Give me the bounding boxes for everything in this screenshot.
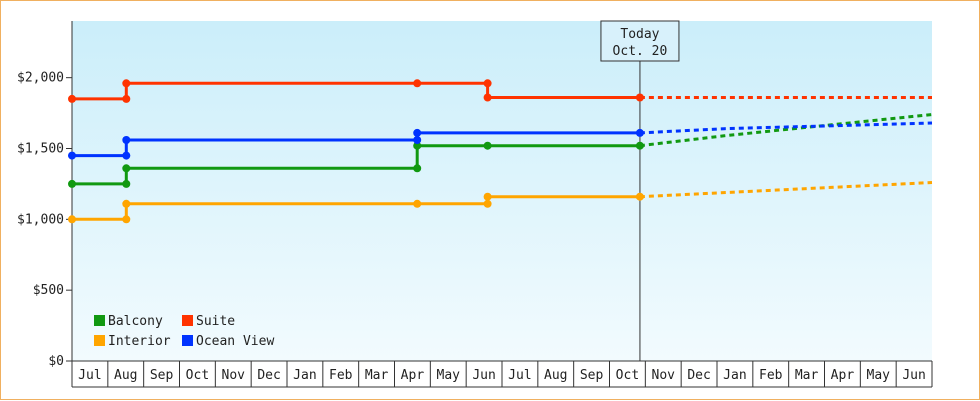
series-point [68,151,76,160]
legend-label: Ocean View [196,334,274,349]
y-tick-label: $500 [33,283,64,298]
series-point [122,136,131,144]
month-label: Jul [78,368,101,383]
month-label: Oct [186,368,209,383]
month-label: May [437,368,461,383]
series-point [122,179,131,188]
series-line [72,131,640,158]
series-forecast [639,121,933,135]
series-point [413,164,422,173]
month-label: Feb [329,368,353,383]
legend-swatch [94,315,105,326]
month-label: May [867,368,891,383]
legend-label: Interior [108,334,171,349]
series-point [122,151,131,160]
series-point [413,199,422,208]
month-label: Feb [759,368,783,383]
month-label: Jan [723,368,746,383]
today-box [600,20,680,62]
series-point [635,141,644,150]
month-label: Sep [580,368,604,383]
series-point [483,199,492,208]
month-label: Dec [687,368,710,383]
series-point [635,93,644,102]
legend-label: Suite [196,314,235,329]
y-tick-label: $2,000 [17,71,64,86]
month-label: Jan [293,368,316,383]
today-label: Today [620,27,659,42]
legend-label: Balcony [108,314,163,329]
series-point [483,93,492,102]
series-point [68,179,76,188]
plot-background [72,21,932,361]
month-label: Jun [902,368,925,383]
series-point [122,199,131,208]
series-point [122,94,131,103]
legend-swatch [182,335,193,346]
y-tick-label: $0 [48,354,64,369]
series-point [635,128,644,137]
today-marker: Today Oct. 20 [600,20,680,361]
month-label: Dec [257,368,280,383]
month-label: Jun [472,368,495,383]
month-axis: Jul Aug Sep Oct Nov Dec Jan Feb Mar Apr May Jun Jul A… [71,361,933,388]
series-point [413,79,422,88]
series-forecast [639,181,933,199]
series-point [413,128,422,137]
month-label: Nov [652,368,676,383]
series-point [635,192,644,201]
series-point [122,79,131,88]
series-point [122,164,131,173]
y-tick-label: $1,500 [17,142,64,157]
series-point [483,141,492,150]
legend-swatch [94,335,105,346]
series-point [68,94,76,103]
month-label: Nov [222,368,246,383]
month-label: Aug [544,368,567,383]
series-point [483,79,492,88]
month-label: Apr [401,368,425,383]
series-point [413,136,422,144]
legend: Balcony Suite Interior Ocean View [94,314,274,349]
y-axis: $0 $500 $1,000 $1,500 $2,000 [17,21,932,387]
series-point [413,141,422,150]
month-label: Oct [616,368,639,383]
series-layer [68,79,933,224]
today-date: Oct. 20 [613,44,668,59]
y-tick-label: $1,000 [17,212,64,227]
month-label: Aug [114,368,137,383]
series-point [122,215,131,224]
month-label: Sep [150,368,174,383]
month-label: Jul [508,368,531,383]
series-forecast [639,113,933,148]
month-label: Mar [795,368,819,383]
series-point [483,192,492,201]
legend-swatch [182,315,193,326]
month-label: Mar [365,368,389,383]
series-point [68,215,76,224]
month-label: Apr [831,368,855,383]
